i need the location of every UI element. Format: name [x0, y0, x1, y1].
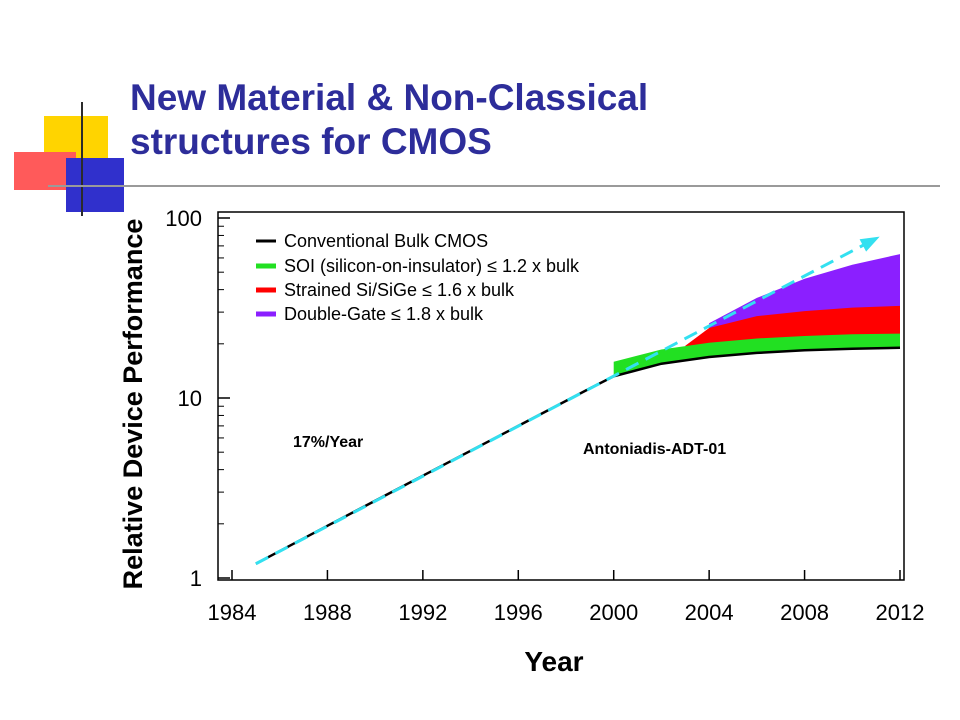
- plot-frame: [217, 211, 905, 581]
- y-tick-label: 10: [178, 386, 202, 411]
- y-axis-label: Relative Device Performance: [118, 219, 148, 590]
- annotation-source: Antoniadis-ADT-01: [583, 441, 726, 458]
- soi-band: [613, 333, 900, 377]
- trend-arrowhead: [859, 236, 880, 252]
- x-tick-label: 2000: [589, 600, 638, 625]
- legend: Conventional Bulk CMOS SOI (silicon-on-i…: [256, 231, 580, 324]
- bulk-cmos-line: [255, 346, 901, 565]
- x-tick-label: 1984: [208, 600, 257, 625]
- slide-title: New Material & Non-Classical structures …: [130, 76, 930, 164]
- title-line-2: structures for CMOS: [130, 121, 492, 162]
- legend-label-soi: SOI (silicon-on-insulator) ≤ 1.2 x bulk: [284, 256, 580, 276]
- x-tick-label: 2012: [876, 600, 925, 625]
- legend-label-bulk: Conventional Bulk CMOS: [284, 231, 488, 251]
- x-tick-label: 1996: [494, 600, 543, 625]
- y-tick-label: 100: [165, 206, 202, 231]
- legend-label-strained: Strained Si/SiGe ≤ 1.6 x bulk: [284, 280, 515, 300]
- x-tick-label: 2004: [685, 600, 734, 625]
- x-tick-label: 1992: [398, 600, 447, 625]
- x-tick-label: 1988: [303, 600, 352, 625]
- x-axis-label: Year: [524, 646, 583, 677]
- legend-label-double-gate: Double-Gate ≤ 1.8 x bulk: [284, 304, 484, 324]
- x-tick-label: 2008: [780, 600, 829, 625]
- deco-red-square: [14, 152, 76, 190]
- title-line-1: New Material & Non-Classical: [130, 77, 649, 118]
- line-layer: [255, 236, 901, 566]
- y-tick-label: 1: [190, 566, 202, 591]
- annotation-rate: 17%/Year: [293, 434, 363, 451]
- trend-dashed-line: [255, 237, 877, 566]
- band-layer: [613, 254, 900, 377]
- tick-layer: 1984 1988 1992 1996 2000 2004 2008 2012 1 10 100: [165, 206, 924, 625]
